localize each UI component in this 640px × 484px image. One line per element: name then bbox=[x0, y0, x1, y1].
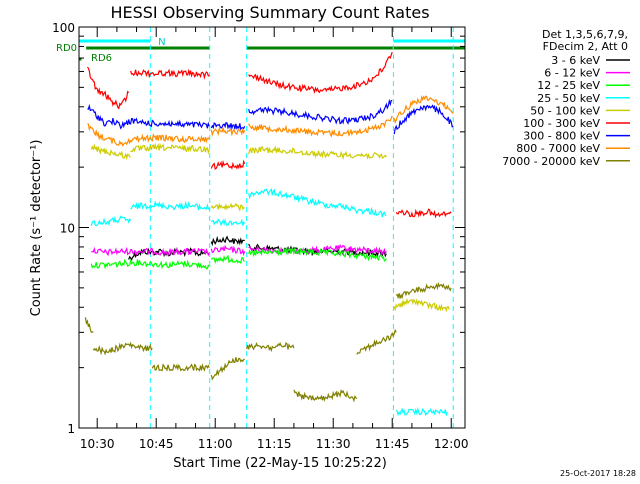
series-line-7000-20000 bbox=[293, 389, 358, 403]
series-line-100-300 bbox=[395, 208, 452, 219]
series-line-25-50 bbox=[130, 200, 210, 211]
legend-label: 300 - 800 keV bbox=[523, 130, 600, 143]
series-line-50-100 bbox=[90, 143, 131, 161]
series-line-50-100 bbox=[210, 202, 245, 212]
series-line-300-800 bbox=[248, 98, 393, 125]
series-line-12-25 bbox=[210, 254, 245, 265]
series-line-50-100 bbox=[393, 297, 450, 313]
series-line-7000-20000 bbox=[151, 363, 210, 372]
series-line-100-300 bbox=[248, 51, 393, 95]
series-line-25-50 bbox=[210, 217, 246, 227]
x-tick-label: 11:00 bbox=[198, 437, 233, 451]
y-tick-label: 1 bbox=[67, 422, 75, 436]
legend-header-line: FDecim 2, Att 0 bbox=[543, 40, 628, 53]
legend-header: Det 1,3,5,6,7,9,FDecim 2, Att 0 bbox=[542, 28, 628, 53]
series-line-25-50 bbox=[90, 215, 132, 227]
timestamp: 25-Oct-2017 18:28 bbox=[560, 469, 636, 478]
series-line-6-12 bbox=[91, 246, 210, 257]
series-line-7000-20000 bbox=[246, 341, 295, 353]
flag-label-n: N bbox=[158, 37, 165, 48]
x-tick-label: 10:45 bbox=[139, 437, 174, 451]
y-axis-label: Count Rate (s⁻¹ detector⁻¹) bbox=[29, 140, 44, 317]
legend-label: 100 - 300 keV bbox=[523, 117, 600, 130]
y-tick-label: 100 bbox=[52, 21, 75, 35]
series-line-800-7000 bbox=[393, 94, 454, 124]
legend-label: 25 - 50 keV bbox=[537, 92, 600, 105]
series-line-100-300 bbox=[210, 159, 246, 170]
legend-label: 12 - 25 keV bbox=[537, 79, 600, 92]
series-line-800-7000 bbox=[210, 126, 246, 137]
series-line-12-25 bbox=[248, 246, 387, 262]
legend-label: 50 - 100 keV bbox=[530, 104, 600, 117]
chart-title: HESSI Observing Summary Count Rates bbox=[110, 3, 429, 22]
x-axis-label: Start Time (22-May-15 10:25:22) bbox=[173, 456, 387, 471]
series-line-7000-20000 bbox=[395, 281, 452, 300]
series-line-300-800 bbox=[87, 103, 210, 130]
x-tick-label: 11:15 bbox=[257, 437, 292, 451]
flag-label-rd0: RD0 bbox=[56, 43, 77, 54]
series-line-25-50 bbox=[248, 188, 387, 218]
legend-header-line: Det 1,3,5,6,7,9, bbox=[542, 28, 628, 41]
x-tick-label: 12:00 bbox=[434, 437, 469, 451]
series-line-50-100 bbox=[248, 145, 387, 161]
series-line-3-6 bbox=[210, 235, 245, 247]
series-layer bbox=[84, 51, 454, 417]
series-line-300-800 bbox=[393, 104, 454, 135]
series-line-7000-20000 bbox=[210, 357, 245, 381]
series-line-300-800 bbox=[210, 121, 246, 131]
series-line-50-100 bbox=[130, 142, 210, 155]
axes-layer: 1 10 100 10:30 10:45 11:00 11:15 11:30 11:45 12:0… bbox=[52, 21, 468, 451]
legend-label: 3 - 6 keV bbox=[551, 54, 600, 67]
series-line-800-7000 bbox=[248, 115, 393, 138]
x-tick-label: 11:30 bbox=[316, 437, 351, 451]
series-line-25-50 bbox=[395, 406, 448, 417]
series-line-800-7000 bbox=[87, 123, 210, 147]
legend-label: 800 - 7000 keV bbox=[516, 142, 600, 155]
x-tick-label: 11:45 bbox=[375, 437, 410, 451]
series-line-7000-20000 bbox=[356, 328, 397, 355]
series-line-7000-20000 bbox=[84, 317, 94, 333]
legend-label: 7000 - 20000 keV bbox=[502, 155, 600, 168]
series-line-100-300 bbox=[130, 68, 210, 80]
flag-label-rd6: RD6 bbox=[91, 53, 112, 64]
legend-label: 6 - 12 keV bbox=[544, 67, 600, 80]
series-line-100-300 bbox=[86, 66, 130, 110]
series-line-7000-20000 bbox=[92, 341, 153, 356]
y-tick-label: 10 bbox=[60, 222, 75, 236]
dashed-lines bbox=[149, 27, 454, 428]
series-line-12-25 bbox=[90, 258, 210, 270]
series-line-6-12 bbox=[210, 244, 246, 257]
x-tick-label: 10:30 bbox=[80, 437, 115, 451]
